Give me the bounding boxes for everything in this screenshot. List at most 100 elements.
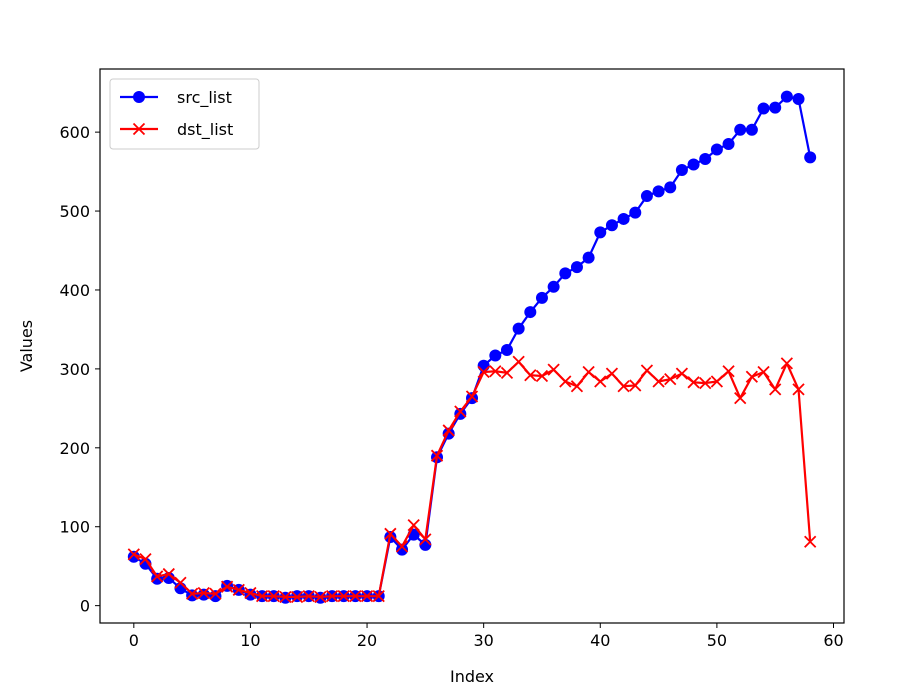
dst_list-point bbox=[197, 586, 210, 600]
src_list-point bbox=[477, 359, 490, 372]
dst_list-point bbox=[605, 367, 619, 380]
y-tick-label: 200 bbox=[59, 439, 90, 458]
plot-area-frame bbox=[99, 68, 845, 624]
dst_list-point bbox=[535, 369, 549, 383]
plot-layer bbox=[127, 90, 817, 604]
src_list-point bbox=[594, 226, 607, 239]
src_list-point bbox=[780, 90, 793, 103]
legend-label-dst_list: dst_list bbox=[177, 120, 233, 140]
y-tick-label: 500 bbox=[59, 202, 90, 221]
x-tick-label: 20 bbox=[357, 631, 377, 650]
y-tick-label: 400 bbox=[59, 281, 90, 300]
src_list-point bbox=[535, 291, 548, 304]
src_list-point bbox=[617, 212, 630, 225]
dst_list-point bbox=[325, 590, 339, 603]
series-dst_list bbox=[127, 355, 817, 604]
dst_list-point bbox=[302, 590, 315, 603]
dst_list-point bbox=[267, 590, 280, 603]
dst_list-point bbox=[675, 367, 689, 380]
dst_list-point bbox=[745, 370, 759, 383]
dst_list-point bbox=[314, 590, 327, 604]
x-axis: 0 10 20 30 40 50 60 bbox=[129, 623, 844, 650]
x-tick-label: 10 bbox=[240, 631, 260, 650]
x-tick-label: 0 bbox=[129, 631, 139, 650]
dst_list-point bbox=[722, 365, 735, 378]
src_list-point bbox=[710, 143, 723, 156]
src_list-point bbox=[652, 185, 665, 198]
src_list-point bbox=[757, 102, 770, 115]
src_list-point bbox=[489, 349, 502, 362]
legend-label-src_list: src_list bbox=[177, 88, 232, 108]
src_list-point bbox=[197, 588, 210, 601]
dst_list-point bbox=[582, 365, 595, 379]
dst_list-point bbox=[279, 590, 292, 604]
dst_list-point bbox=[629, 379, 642, 392]
legend: src_list dst_list bbox=[109, 78, 260, 150]
dst_list-point bbox=[255, 590, 269, 603]
src_list-point bbox=[559, 267, 572, 280]
dst_list-point bbox=[524, 369, 537, 382]
x-tick-label: 40 bbox=[590, 631, 610, 650]
dst_list-point bbox=[139, 552, 152, 566]
src_list-point bbox=[804, 151, 817, 164]
y-tick-label: 300 bbox=[59, 360, 90, 379]
dst_list-point bbox=[395, 540, 409, 553]
legend-entry-dst_list: dst_list bbox=[120, 120, 233, 140]
dst_list-point bbox=[477, 365, 490, 379]
src_list-point bbox=[127, 550, 140, 563]
src_list-point bbox=[792, 92, 805, 105]
x-tick-label: 30 bbox=[473, 631, 493, 650]
dst_list-point bbox=[465, 390, 479, 403]
y-axis-label: Values bbox=[17, 320, 36, 372]
dst_list-point bbox=[384, 527, 397, 540]
src_list-point bbox=[699, 152, 712, 165]
y-axis: 0 100 200 300 400 500 600 bbox=[59, 123, 100, 616]
src_list-point bbox=[582, 251, 595, 264]
dst_list-point bbox=[127, 548, 140, 561]
dst_list-point bbox=[407, 519, 420, 532]
dst_list-point bbox=[360, 590, 374, 603]
src_list-point bbox=[500, 343, 513, 356]
y-tick-label: 0 bbox=[80, 597, 90, 616]
dst_list-point bbox=[244, 586, 257, 600]
dst_list-point bbox=[570, 380, 584, 393]
dst_list-point bbox=[220, 580, 234, 593]
dst_list-point bbox=[804, 535, 817, 548]
src_list-point bbox=[687, 158, 700, 171]
dst_list-point bbox=[372, 590, 385, 603]
src_list-point bbox=[640, 190, 653, 203]
src_list-point bbox=[675, 164, 688, 177]
dst_list-point bbox=[232, 583, 245, 596]
dst_list-point bbox=[757, 365, 770, 379]
src_list-point bbox=[547, 280, 560, 293]
dst_list-point bbox=[500, 366, 514, 379]
dst_list-point bbox=[710, 375, 724, 388]
src_list-point bbox=[769, 101, 782, 114]
src_list-point bbox=[570, 261, 583, 274]
dst_list-point bbox=[419, 533, 432, 546]
x-tick-label: 50 bbox=[707, 631, 727, 650]
src_list-point bbox=[664, 181, 677, 194]
src_list-point bbox=[396, 543, 409, 556]
dst_list-point bbox=[337, 590, 350, 603]
dst_list-point bbox=[349, 590, 362, 603]
y-tick-label: 100 bbox=[59, 518, 90, 537]
dst_list-point bbox=[174, 576, 187, 589]
dst_list-point bbox=[559, 375, 572, 388]
src_list-point bbox=[419, 538, 432, 551]
dst_list-point bbox=[151, 570, 164, 583]
x-axis-label: Index bbox=[450, 667, 494, 686]
dst_list-point bbox=[209, 587, 222, 600]
dst_list-point bbox=[640, 364, 654, 377]
src_list-point bbox=[734, 123, 747, 136]
src_list-point bbox=[524, 306, 537, 319]
x-tick-label: 60 bbox=[823, 631, 843, 650]
dst_list-point bbox=[512, 355, 525, 368]
dst_list-point bbox=[547, 363, 560, 376]
dst_list-point bbox=[489, 365, 502, 378]
dst_list-point bbox=[734, 391, 747, 405]
src_list-point bbox=[629, 206, 642, 219]
dst_list-point bbox=[594, 375, 607, 388]
y-tick-label: 600 bbox=[59, 123, 90, 142]
